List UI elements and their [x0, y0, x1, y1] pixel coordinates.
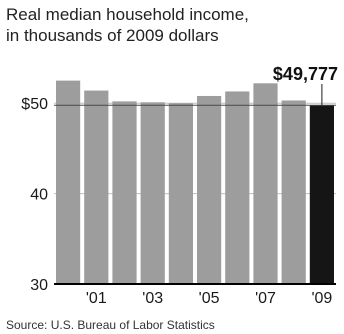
x-tick-label: '01	[86, 290, 107, 307]
bar	[140, 102, 165, 285]
y-tick-label: 30	[30, 277, 48, 294]
bar	[253, 83, 278, 284]
bar	[225, 91, 250, 284]
bar	[197, 95, 222, 284]
chart-title-line-2: in thousands of 2009 dollars	[6, 26, 219, 45]
y-tick-labels: $50 40 30	[21, 96, 48, 294]
x-tick-labels: '01 '03 '05 '07 '09	[86, 290, 333, 307]
bar	[56, 80, 81, 284]
bar-highlight	[309, 105, 334, 285]
bar	[84, 90, 109, 284]
bar	[168, 103, 193, 284]
highlight-value-label: $49,777	[273, 64, 338, 84]
y-tick-label: 40	[30, 187, 48, 204]
chart-title: Real median household income, in thousan…	[6, 4, 336, 46]
y-tick-label: $50	[21, 96, 48, 113]
annotation-layer: $49,777	[273, 64, 338, 106]
bar	[112, 101, 137, 284]
x-tick-label: '07	[255, 290, 276, 307]
source-note: Source: U.S. Bureau of Labor Statistics	[6, 318, 215, 332]
x-tick-label: '09	[311, 290, 332, 307]
bars	[56, 80, 334, 285]
chart-title-line-1: Real median household income,	[6, 5, 249, 24]
x-tick-label: '03	[142, 290, 163, 307]
bar	[281, 100, 306, 284]
x-tick-label: '05	[199, 290, 220, 307]
